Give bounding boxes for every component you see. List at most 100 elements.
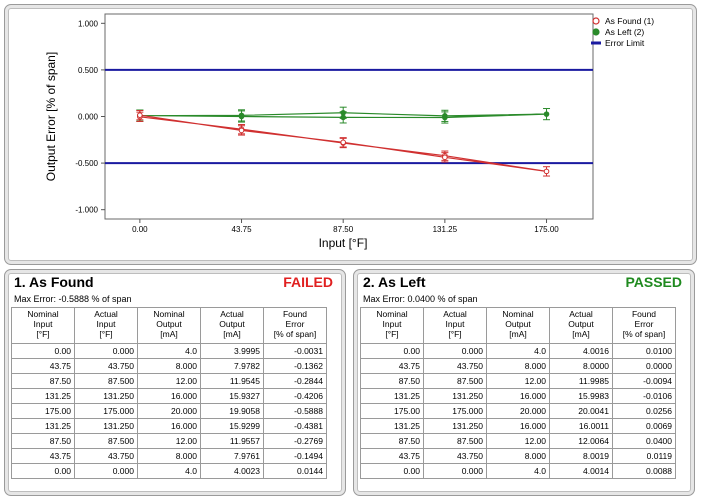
table-row: 43.75 43.750 8.000 7.9782 -0.1362 (11, 358, 327, 374)
table-cell: -0.2844 (263, 373, 327, 389)
table-row: 87.50 87.500 12.00 11.9985 -0.0094 (360, 373, 676, 389)
table-cell: 87.500 (423, 373, 487, 389)
column-header: Nominal Output [mA] (486, 307, 550, 344)
column-header-line: Input (96, 319, 116, 329)
table-cell: 87.50 (360, 373, 424, 389)
y-tick-label: -1.000 (75, 206, 98, 215)
table-cell: 0.000 (423, 463, 487, 479)
as-found-data-point (442, 154, 448, 161)
x-tick-label: 87.50 (333, 225, 354, 234)
table-cell: 0.0100 (612, 343, 676, 359)
table-cell: 4.0 (137, 463, 201, 479)
table-row: 175.00 175.000 20.000 20.0041 0.0256 (360, 403, 676, 419)
y-tick-label: 0.000 (78, 113, 99, 122)
column-header-line: Actual (94, 309, 118, 319)
table-cell: 16.000 (486, 388, 550, 404)
table-cell: 12.00 (137, 373, 201, 389)
table-cell: 87.50 (11, 373, 75, 389)
table-cell: 7.9761 (200, 448, 264, 464)
table-cell: 11.9985 (549, 373, 613, 389)
table-cell: 3.9995 (200, 343, 264, 359)
table-row: 131.25 131.250 16.000 16.0011 0.0069 (360, 418, 676, 434)
table-cell: 8.000 (486, 448, 550, 464)
table-cell: 0.0144 (263, 463, 327, 479)
as-left-data-point (340, 109, 346, 116)
table-cell: 16.000 (486, 418, 550, 434)
table-cell: 0.00 (360, 343, 424, 359)
table-cell: 19.9058 (200, 403, 264, 419)
column-header: Found Error [% of span] (612, 307, 676, 344)
table-cell: 4.0016 (549, 343, 613, 359)
table-cell: 0.00 (11, 343, 75, 359)
table-row: 43.75 43.750 8.000 8.0000 0.0000 (360, 358, 676, 374)
as-left-status-badge: PASSED (625, 274, 682, 290)
table-cell: 8.0019 (549, 448, 613, 464)
table-header-row: Nominal Input [°F] Actual Input [°F] Nominal Ou… (11, 307, 327, 344)
x-tick-label: 175.00 (534, 225, 559, 234)
table-cell: 0.0000 (612, 358, 676, 374)
column-header-line: Output (156, 319, 182, 329)
table-cell: 43.75 (360, 448, 424, 464)
table-cell: 11.9545 (200, 373, 264, 389)
table-row: 43.75 43.750 8.000 7.9761 -0.1494 (11, 448, 327, 464)
table-cell: 0.0088 (612, 463, 676, 479)
error-chart: 1.000 0.500 0.000 -0.500 -1.000 0.00 43.75 87.5… (44, 13, 654, 250)
as-left-title: 2. As Left (363, 274, 426, 290)
table-cell: 0.0256 (612, 403, 676, 419)
table-cell: 16.000 (137, 418, 201, 434)
column-header: Actual Output [mA] (549, 307, 613, 344)
column-header: Found Error [% of span] (263, 307, 327, 344)
table-cell: -0.0094 (612, 373, 676, 389)
table-cell: -0.0106 (612, 388, 676, 404)
y-tick-label: 0.500 (78, 66, 99, 75)
table-cell: 175.000 (423, 403, 487, 419)
column-header: Nominal Output [mA] (137, 307, 201, 344)
table-cell: -0.5888 (263, 403, 327, 419)
column-header-line: Error (285, 319, 305, 329)
table-cell: 43.750 (74, 448, 138, 464)
table-cell: 0.00 (360, 463, 424, 479)
table-cell: 175.00 (360, 403, 424, 419)
table-cell: 87.500 (74, 433, 138, 449)
table-cell: -0.2769 (263, 433, 327, 449)
column-header-line: Nominal (153, 309, 185, 319)
column-header-line: [°F] (448, 329, 462, 339)
table-cell: 0.000 (423, 343, 487, 359)
column-header-line: Output (568, 319, 594, 329)
y-axis-label: Output Error [% of span] (44, 52, 58, 181)
table-row: 131.25 131.250 16.000 15.9299 -0.4381 (11, 418, 327, 434)
column-header-line: Found (282, 309, 308, 319)
table-cell: 43.75 (360, 358, 424, 374)
table-cell: 8.0000 (549, 358, 613, 374)
table-cell: 87.500 (423, 433, 487, 449)
as-found-data-point (238, 127, 245, 134)
legend-swatch (592, 17, 600, 25)
column-header-line: [% of span] (622, 329, 666, 339)
column-header-line: Output (219, 319, 245, 329)
column-header-line: [mA] (509, 329, 527, 339)
table-cell: 4.0014 (549, 463, 613, 479)
table-cell: 87.50 (360, 433, 424, 449)
table-cell: 175.000 (74, 403, 138, 419)
table-cell: 131.25 (11, 388, 75, 404)
table-cell: 4.0 (137, 343, 201, 359)
table-row: 0.00 0.000 4.0 4.0014 0.0088 (360, 463, 676, 479)
column-header-line: Nominal (27, 309, 59, 319)
table-header-row: Nominal Input [°F] Actual Input [°F] Nominal Ou… (360, 307, 676, 344)
legend-label: As Found (1) (605, 16, 654, 26)
table-cell: 12.00 (486, 373, 550, 389)
legend-label: Error Limit (605, 38, 645, 48)
column-header-line: [°F] (36, 329, 50, 339)
as-found-status-badge: FAILED (283, 274, 333, 290)
as-left-max-error: Max Error: 0.0400 % of span (363, 294, 478, 304)
x-axis-label: Input [°F] (319, 236, 368, 250)
as-found-table: Nominal Input [°F] Actual Input [°F] Nominal Ou… (11, 307, 327, 479)
chart-panel: 1.000 0.500 0.000 -0.500 -1.000 0.00 43.75 87.5… (4, 4, 697, 265)
table-row: 0.00 0.000 4.0 3.9995 -0.0031 (11, 343, 327, 359)
x-tick-label: 131.25 (433, 225, 458, 234)
table-cell: 12.0064 (549, 433, 613, 449)
table-cell: 131.250 (74, 388, 138, 404)
column-header-line: Actual (443, 309, 467, 319)
table-row: 0.00 0.000 4.0 4.0023 0.0144 (11, 463, 327, 479)
table-cell: 131.250 (423, 388, 487, 404)
